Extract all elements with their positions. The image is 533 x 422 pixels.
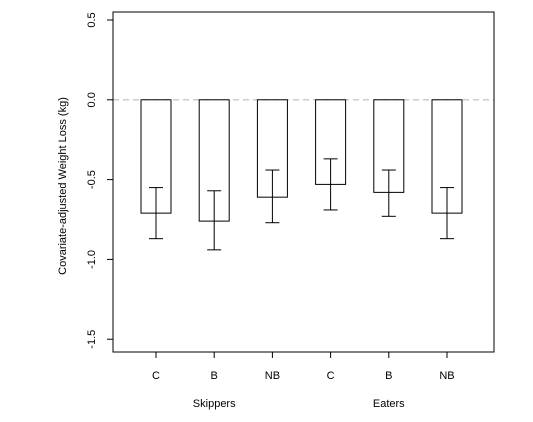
- y-axis-title: Covariate-adjusted Weight Loss (kg): [57, 97, 69, 275]
- bars-layer: [140, 99, 463, 222]
- y-tick-label: 0.0: [86, 92, 98, 107]
- y-tick-label: -0.5: [86, 170, 98, 189]
- category-label: C: [152, 370, 160, 382]
- category-label: B: [211, 370, 218, 382]
- category-label: C: [327, 370, 335, 382]
- category-label: NB: [265, 370, 280, 382]
- y-axis: 0.5 0.0 -0.5 -1.0 -1.5: [86, 12, 113, 349]
- x-axis: C B NB C B NB Skippers Eaters: [152, 352, 455, 410]
- group-label: Skippers: [193, 398, 236, 410]
- y-tick-label: 0.5: [86, 12, 98, 27]
- category-label: NB: [439, 370, 454, 382]
- y-tick-label: -1.5: [86, 330, 98, 349]
- group-label: Eaters: [373, 398, 405, 410]
- error-bar-5: [381, 169, 396, 217]
- error-bar-3: [265, 169, 280, 224]
- error-bars-layer: [149, 158, 454, 251]
- plot-frame: [112, 11, 495, 353]
- error-bar-6: [440, 187, 454, 240]
- category-label: B: [385, 370, 392, 382]
- error-bar-1: [149, 187, 163, 240]
- error-bar-2: [207, 190, 222, 251]
- error-bar-4: [323, 158, 338, 211]
- y-tick-label: -1.0: [86, 250, 98, 269]
